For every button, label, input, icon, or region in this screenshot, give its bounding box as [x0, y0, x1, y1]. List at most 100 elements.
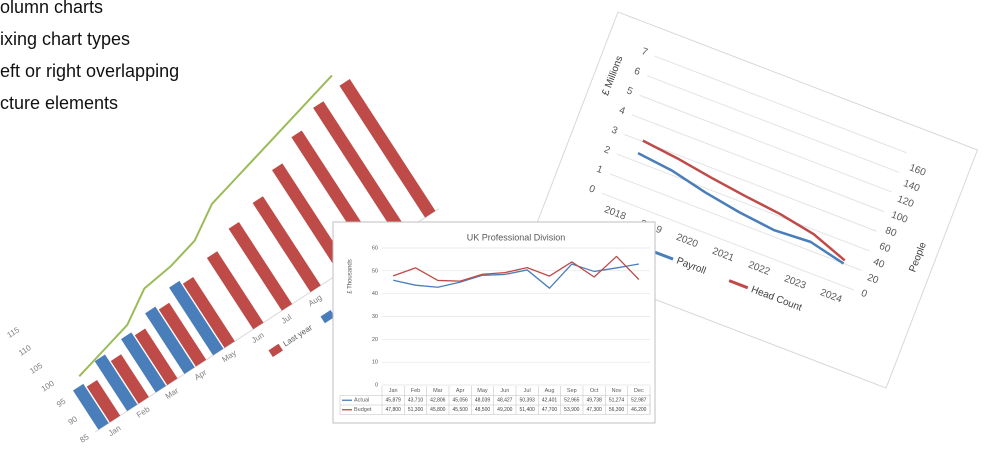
table-cell: 53,900	[564, 407, 580, 413]
series-line	[392, 255, 640, 282]
grid-line	[646, 75, 900, 173]
y-tick-label: 0	[587, 183, 597, 195]
bar	[158, 302, 207, 367]
bullet-text: ixing chart types	[0, 29, 130, 49]
y-tick-label: 4	[617, 105, 627, 117]
table-header: Sep	[567, 388, 577, 394]
bar	[86, 379, 121, 423]
y-tick-label: 5	[625, 85, 635, 97]
chart-title: UK Professional Division	[467, 232, 566, 242]
series-line	[637, 152, 845, 265]
y2-tick-label: 0	[859, 288, 869, 300]
bar	[252, 196, 321, 293]
table-header: Dec	[634, 388, 644, 394]
y2-tick-label: 60	[878, 241, 893, 255]
table-cell: 42,401	[542, 398, 558, 404]
legend-swatch	[653, 250, 674, 261]
bar	[313, 101, 407, 237]
y-tick-label: 6	[632, 66, 642, 78]
grid-line	[601, 192, 855, 291]
table-header: May	[477, 388, 488, 394]
legend-label: Actual	[354, 398, 369, 404]
table-header: Nov	[612, 388, 622, 394]
y-tick-label: 2	[602, 144, 612, 156]
table-cell: 51,400	[520, 407, 536, 413]
bar	[272, 163, 350, 274]
bar	[339, 79, 436, 218]
table-cell: 51,274	[609, 398, 625, 404]
table-cell: 45,800	[430, 407, 446, 413]
table-header: Feb	[411, 388, 420, 394]
y-tick-label: 20	[372, 337, 378, 343]
y-tick-label: 60	[372, 245, 378, 251]
bullet-list: olumn charts ixing chart types eft or righ…	[0, 0, 179, 113]
table-cell: 49,738	[587, 398, 603, 404]
y-tick-label: 10	[372, 360, 378, 366]
y-tick-label: 30	[372, 314, 378, 320]
table-cell: 47,800	[386, 407, 402, 413]
y-tick-label: 1	[595, 164, 605, 176]
y-tick-label: 7	[640, 46, 650, 58]
table-cell: 45,500	[453, 407, 469, 413]
table-cell: 45,056	[453, 398, 469, 404]
y-tick-label: 40	[372, 291, 378, 297]
bullet-text: olumn charts	[0, 0, 103, 17]
grid-line	[631, 114, 885, 213]
legend-swatch	[268, 343, 283, 358]
grid-line	[609, 173, 862, 271]
bar	[169, 280, 224, 356]
table-header: Oct	[590, 388, 599, 394]
table-cell: 49,200	[497, 407, 513, 413]
legend-swatch	[728, 279, 749, 290]
table-cell: 56,300	[609, 407, 625, 413]
bar	[72, 383, 109, 430]
table-cell: 46,200	[631, 407, 647, 413]
bullet-text: cture elements	[0, 93, 118, 113]
y2-tick-label: 20	[865, 272, 880, 286]
table-cell: 42,806	[430, 398, 446, 404]
table-cell: 43,710	[408, 398, 424, 404]
bar	[121, 332, 167, 393]
grid-line	[616, 153, 870, 252]
table-cell: 45,879	[386, 398, 402, 404]
y-tick-label: 50	[372, 268, 378, 274]
series-line	[393, 263, 639, 289]
table-cell: 47,700	[542, 407, 558, 413]
bar	[145, 306, 195, 374]
bar	[182, 277, 235, 348]
grid-line	[624, 134, 877, 232]
table-header: Apr	[456, 388, 465, 394]
legend-label: Budget	[354, 407, 372, 413]
table-cell: 48,039	[475, 398, 491, 404]
table-header: Mar	[433, 388, 443, 394]
bar	[206, 251, 264, 330]
y2-tick-label: 80	[884, 225, 899, 239]
y-tick-label: 0	[375, 382, 378, 388]
bar	[94, 354, 138, 412]
table-cell: 48,500	[475, 407, 491, 413]
table-cell: 51,300	[408, 407, 424, 413]
table-cell: 50,393	[520, 398, 536, 404]
bullet-text: eft or right overlapping	[0, 61, 179, 81]
bar	[228, 221, 293, 311]
table-header: Jun	[500, 388, 509, 394]
table-header: Aug	[545, 388, 555, 394]
y2-tick-label: 40	[872, 257, 887, 271]
division-chart: UK Professional Division £ Thousands 0 10 20…	[332, 221, 656, 424]
table-header: Jul	[524, 388, 531, 394]
chart-paper	[332, 221, 656, 424]
bar	[134, 328, 178, 386]
table-cell: 52,965	[564, 398, 580, 404]
legend-swatch	[320, 310, 335, 324]
grid-line	[654, 55, 907, 154]
series-line	[78, 74, 333, 378]
y-tick-label: 3	[610, 125, 620, 137]
table-cell: 47,300	[587, 407, 603, 413]
table-cell: 52,987	[631, 398, 647, 404]
bar	[110, 354, 149, 404]
series-line	[642, 139, 846, 262]
y-axis-title: £ Thousands	[348, 259, 354, 294]
table-cell: 48,427	[497, 398, 513, 404]
